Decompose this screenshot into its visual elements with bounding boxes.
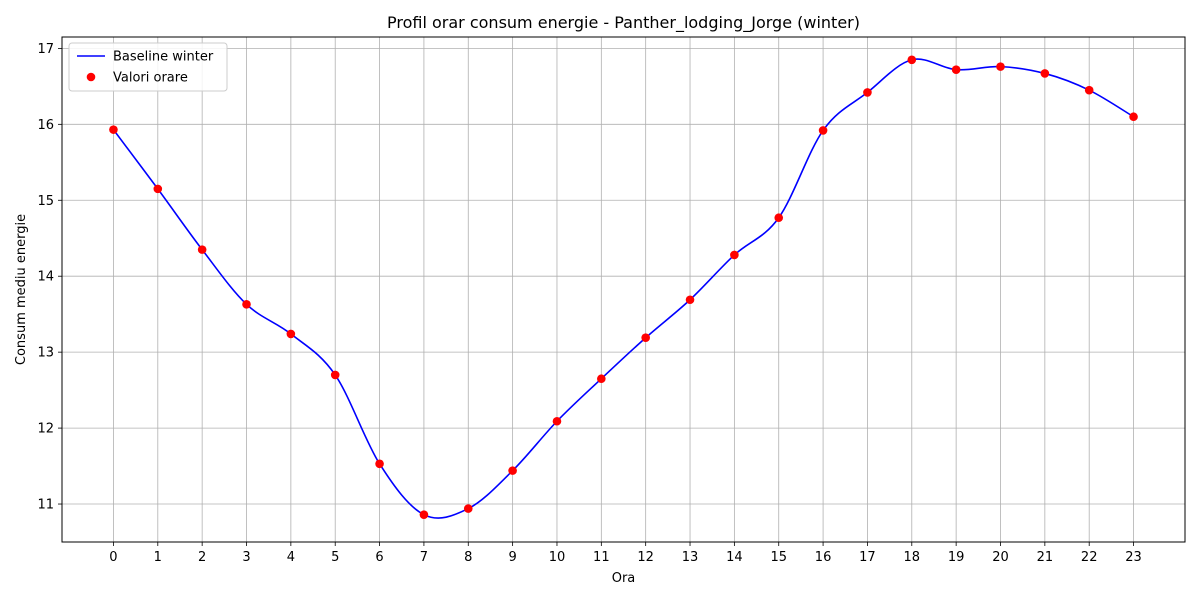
legend-marker-swatch [86,72,96,82]
data-point [330,370,340,380]
data-point [419,510,429,519]
y-axis: 11 12 13 14 15 16 17 [37,42,62,513]
legend-label: Valori orare [113,71,188,86]
data-point [109,125,118,134]
y-tick-label: 13 [37,346,54,361]
data-point [818,126,828,135]
x-tick-label: 1 [154,550,162,565]
data-point [951,65,961,74]
y-tick-label: 17 [37,42,54,57]
x-tick-label: 20 [992,550,1009,565]
x-tick-label: 15 [770,550,787,565]
data-point [907,55,917,65]
data-point [685,295,695,305]
series-layer [109,55,1138,519]
y-tick-label: 16 [37,118,54,133]
x-tick-label: 17 [859,550,876,565]
y-tick-label: 15 [37,194,54,209]
x-tick-label: 23 [1125,550,1142,565]
data-point [730,250,739,260]
x-tick-label: 4 [287,550,295,565]
data-point [463,504,473,513]
x-tick-label: 18 [904,550,921,565]
x-axis-title: Ora [612,571,636,586]
x-tick-label: 7 [420,550,428,565]
series-line-baseline-winter [112,58,1134,519]
y-tick-label: 11 [37,498,54,513]
data-point [197,245,207,254]
x-tick-label: 14 [726,550,743,565]
data-point [1040,69,1050,78]
x-tick-label: 8 [464,550,472,565]
x-tick-label: 6 [375,550,383,565]
x-tick-label: 5 [331,550,339,565]
x-tick-label: 9 [508,550,516,565]
x-tick-label: 21 [1037,550,1054,565]
legend-label: Baseline winter [113,50,214,65]
data-point [552,416,562,426]
grid [62,37,1185,542]
x-tick-label: 0 [109,550,117,565]
y-axis-title: Consum mediu energie [14,214,29,365]
x-tick-label: 13 [682,550,699,565]
y-tick-label: 12 [37,422,54,437]
data-point [597,374,606,384]
x-tick-label: 2 [198,550,206,565]
data-point [508,466,517,475]
x-tick-label: 12 [637,550,654,565]
y-tick-label: 14 [37,270,54,285]
plot-frame [61,36,1186,543]
chart-title: Profil orar consum energie - Panther_lod… [387,13,860,33]
x-tick-label: 22 [1081,550,1098,565]
x-tick-label: 19 [948,550,965,565]
x-tick-label: 3 [242,550,250,565]
data-point [1084,85,1094,95]
data-point [286,329,296,339]
data-point [996,62,1005,71]
legend: Baseline winter Valori orare [68,42,228,92]
x-tick-label: 11 [593,550,610,565]
x-tick-label: 16 [815,550,832,565]
x-axis: 0 1 2 3 4 5 6 7 8 9 10 11 12 13 14 15 16 17 18 19 20 21 22 23 [109,542,1142,565]
data-point [375,459,384,469]
x-tick-label: 10 [549,550,566,565]
data-point [774,213,784,223]
data-point [1129,112,1138,122]
data-point [863,88,872,97]
legend-box [68,42,228,92]
data-point [153,184,163,194]
data-point [641,333,650,343]
data-point [242,300,251,309]
